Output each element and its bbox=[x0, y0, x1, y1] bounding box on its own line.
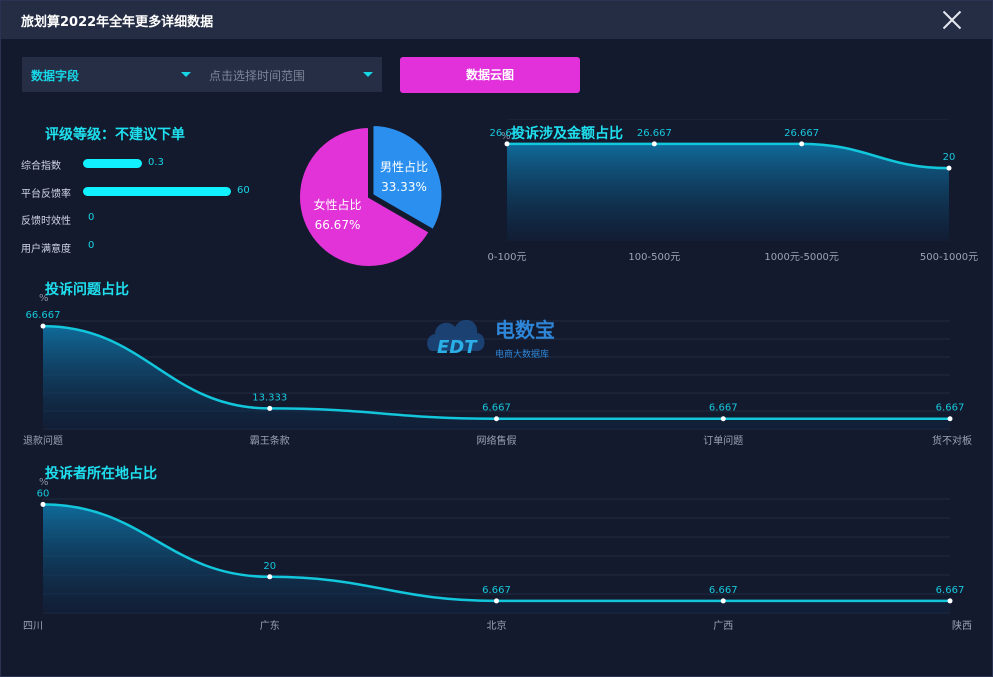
y-axis-unit: % bbox=[501, 131, 511, 142]
gender-pie-chart: 男性占比 33.33% 女性占比 66.67% bbox=[298, 125, 444, 268]
rating-value: 0 bbox=[88, 212, 95, 223]
data-label: 20 bbox=[263, 561, 276, 572]
data-label: 6.667 bbox=[482, 585, 511, 596]
data-cloud-button[interactable]: 数据云图 bbox=[400, 57, 580, 93]
data-point[interactable] bbox=[40, 323, 46, 329]
data-point[interactable] bbox=[947, 416, 953, 422]
data-label: 26.667 bbox=[637, 128, 672, 139]
rating-value: 0 bbox=[88, 240, 95, 251]
x-tick-label: 100-500元 bbox=[628, 252, 680, 263]
chart-title: 投诉者所在地占比 bbox=[45, 465, 157, 482]
chevron-down-icon bbox=[181, 72, 191, 77]
watermark-brand: 电数宝 bbox=[495, 318, 555, 342]
rating-label: 综合指数 bbox=[21, 161, 61, 172]
data-point[interactable] bbox=[504, 141, 510, 147]
data-label: 20 bbox=[943, 152, 956, 163]
data-point[interactable] bbox=[494, 416, 499, 422]
modal-title: 旅划算2022年全年更多详细数据 bbox=[21, 15, 214, 30]
x-tick-label: 订单问题 bbox=[703, 434, 743, 447]
watermark-sub: 电商大数据库 bbox=[495, 348, 549, 360]
pie-slice[interactable] bbox=[298, 125, 431, 268]
data-point[interactable] bbox=[267, 405, 273, 411]
time-range-select[interactable]: 点击选择时间范围 bbox=[200, 57, 382, 92]
close-icon[interactable] bbox=[940, 8, 964, 32]
modal-titlebar: 旅划算2022年全年更多详细数据 bbox=[1, 1, 992, 39]
x-tick-label: 广西 bbox=[713, 620, 733, 632]
rating-value: 60 bbox=[237, 185, 250, 196]
x-tick-label: 霸王条款 bbox=[250, 434, 290, 447]
pie-slice-value: 33.33% bbox=[381, 180, 427, 194]
data-label: 6.667 bbox=[709, 585, 738, 596]
rating-label: 用户满意度 bbox=[21, 244, 71, 255]
location-chart: 投诉者所在地占比%60 四川 20 广东 6.667 北京 6.667 广西 6.667 陕西 bbox=[23, 465, 972, 632]
y-axis-unit: % bbox=[39, 293, 49, 304]
data-point[interactable] bbox=[267, 574, 273, 580]
data-point[interactable] bbox=[40, 501, 46, 507]
data-point[interactable] bbox=[651, 141, 657, 147]
data-field-select-value: 数据字段 bbox=[31, 69, 80, 83]
pie-slice-label: 女性占比 bbox=[313, 197, 361, 212]
data-label: 6.667 bbox=[482, 403, 511, 414]
chevron-down-icon bbox=[363, 72, 373, 77]
x-tick-label: 四川 bbox=[23, 621, 43, 632]
x-tick-label: 北京 bbox=[487, 619, 507, 632]
x-tick-label: 陕西 bbox=[952, 619, 972, 632]
rating-label: 反馈时效性 bbox=[21, 216, 71, 227]
x-tick-label: 500-1000元 bbox=[920, 252, 978, 263]
rating-bar bbox=[83, 187, 231, 196]
rating-label: 平台反馈率 bbox=[21, 189, 71, 200]
x-tick-label: 退款问题 bbox=[23, 434, 63, 447]
data-label: 26.667 bbox=[490, 128, 525, 139]
data-label: 6.667 bbox=[936, 403, 965, 414]
rating-value: 0.3 bbox=[148, 157, 164, 168]
data-point[interactable] bbox=[799, 141, 805, 147]
pie-slice[interactable] bbox=[371, 125, 444, 232]
issue-chart: 投诉问题占比% 66.667 退款问题 13.333 霸王条款 6.667 网络售假 6.66… bbox=[23, 281, 972, 447]
amount-chart: 投诉涉及金额占比%26.6670-100元26.667100-500元26.66… bbox=[487, 119, 978, 263]
data-label: 6.667 bbox=[709, 403, 738, 414]
rating-bar bbox=[83, 159, 142, 168]
data-label: 6.667 bbox=[936, 585, 965, 596]
x-tick-label: 货不对板 bbox=[932, 434, 972, 447]
data-point[interactable] bbox=[947, 598, 953, 604]
pie-slice-label: 男性占比 bbox=[380, 159, 428, 174]
chart-title: 投诉问题占比 bbox=[45, 281, 129, 298]
data-label: 13.333 bbox=[252, 392, 287, 403]
data-label: 60 bbox=[37, 488, 50, 499]
data-field-select[interactable]: 数据字段 bbox=[22, 57, 200, 92]
chart-title: 投诉涉及金额占比 bbox=[511, 125, 623, 142]
series-area bbox=[43, 504, 950, 613]
data-point[interactable] bbox=[720, 598, 726, 604]
x-tick-label: 1000元-5000元 bbox=[764, 252, 839, 263]
pie-slice-value: 66.67% bbox=[315, 218, 361, 232]
series-area bbox=[507, 143, 949, 241]
rating-title: 评级等级：不建议下单 bbox=[45, 127, 185, 143]
data-point[interactable] bbox=[494, 598, 499, 604]
data-point[interactable] bbox=[946, 165, 952, 171]
data-label: 26.667 bbox=[784, 128, 819, 139]
data-point[interactable] bbox=[720, 416, 726, 422]
x-tick-label: 网络售假 bbox=[477, 434, 517, 447]
time-range-placeholder: 点击选择时间范围 bbox=[209, 69, 306, 83]
watermark-logo: EDT 电数宝 电商大数据库 bbox=[427, 318, 555, 360]
x-tick-label: 广东 bbox=[260, 619, 280, 632]
x-tick-label: 0-100元 bbox=[487, 252, 526, 263]
watermark-logo-text: EDT bbox=[437, 337, 478, 358]
y-axis-unit: % bbox=[39, 477, 49, 488]
series-line bbox=[507, 142, 950, 170]
data-label: 66.667 bbox=[26, 310, 61, 321]
